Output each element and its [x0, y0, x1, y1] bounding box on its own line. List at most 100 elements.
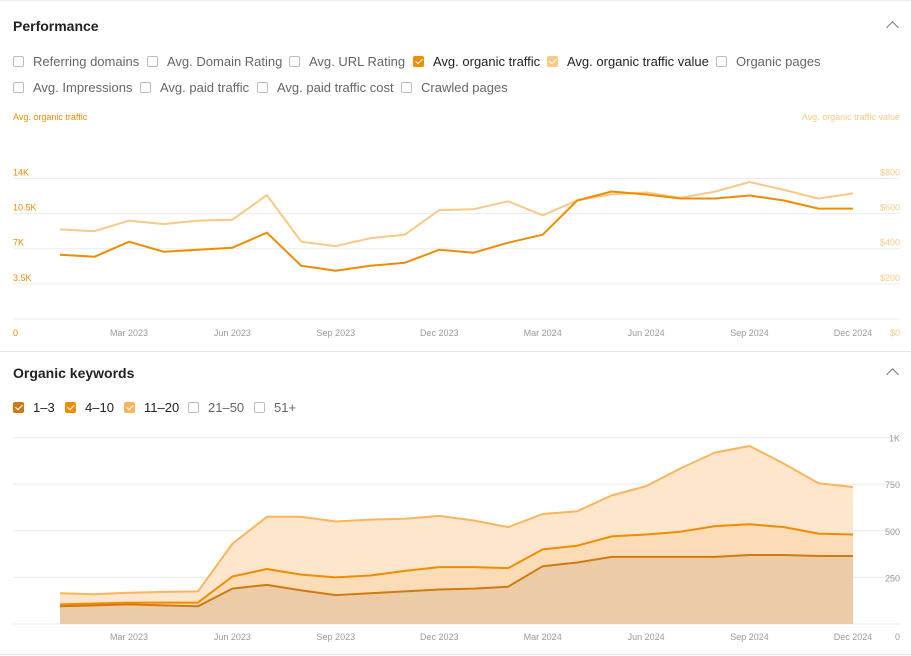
- checkbox-icon[interactable]: [257, 82, 268, 93]
- checkbox-icon[interactable]: [413, 56, 424, 67]
- data-point-avg-organic-traffic: [851, 207, 855, 211]
- data-point-avg-organic-traffic: [161, 250, 165, 254]
- left-tick-label: 0: [13, 328, 18, 338]
- x-tick-label: Jun 2023: [214, 328, 251, 338]
- data-point-avg-organic-traffic-value: [161, 222, 165, 226]
- x-tick-label: Mar 2023: [110, 632, 148, 642]
- checkbox-icon[interactable]: [188, 402, 199, 413]
- data-point-avg-organic-traffic-value: [127, 219, 131, 223]
- data-point-avg-organic-traffic: [92, 255, 96, 259]
- data-point-avg-organic-traffic-value: [506, 199, 510, 203]
- data-point-avg-organic-traffic: [437, 248, 441, 252]
- left-axis-label: Avg. organic traffic: [13, 112, 88, 122]
- series-line-avg-organic-traffic: [59, 190, 853, 272]
- metric-option-avg-organic-traffic[interactable]: Avg. organic traffic: [413, 54, 540, 69]
- position-option-label: 4–10: [85, 400, 114, 415]
- x-tick-label: Mar 2024: [524, 328, 562, 338]
- checkbox-icon[interactable]: [547, 56, 558, 67]
- checkbox-icon[interactable]: [254, 402, 265, 413]
- data-point-avg-organic-traffic: [127, 240, 131, 244]
- data-point-avg-organic-traffic: [679, 197, 683, 201]
- checkbox-icon[interactable]: [124, 402, 135, 413]
- data-point-avg-organic-traffic: [368, 264, 372, 268]
- data-point-avg-organic-traffic: [713, 197, 717, 201]
- x-tick-label: Jun 2024: [628, 328, 665, 338]
- metric-option-label: Avg. Domain Rating: [167, 54, 283, 69]
- metric-option-referring-domains[interactable]: Referring domains: [13, 54, 139, 69]
- data-point-avg-organic-traffic: [782, 199, 786, 203]
- metric-option-label: Referring domains: [33, 54, 140, 69]
- checkbox-icon[interactable]: [716, 56, 727, 67]
- position-option-21-50[interactable]: 21–50: [188, 400, 244, 415]
- left-tick-label: 10.5K: [13, 203, 37, 213]
- right-tick-label: $800: [880, 167, 900, 177]
- position-option-label: 1–3: [33, 400, 55, 415]
- metric-option-label: Organic pages: [736, 54, 821, 69]
- data-point-avg-organic-traffic-value: [92, 229, 96, 233]
- position-option-label: 11–20: [144, 400, 180, 415]
- data-point-avg-organic-traffic: [817, 207, 821, 211]
- x-tick-label: Dec 2023: [420, 328, 459, 338]
- data-point-avg-organic-traffic-value: [851, 191, 855, 195]
- checkbox-icon[interactable]: [13, 56, 24, 67]
- left-tick-label: 14K: [13, 167, 29, 177]
- data-point-avg-organic-traffic-value: [817, 197, 821, 201]
- x-tick-label: Mar 2024: [524, 632, 562, 642]
- data-point-avg-organic-traffic: [541, 233, 545, 237]
- metric-option-avg-domain-rating[interactable]: Avg. Domain Rating: [147, 54, 282, 69]
- metric-option-organic-pages[interactable]: Organic pages: [716, 54, 821, 69]
- metric-option-avg-paid-traffic[interactable]: Avg. paid traffic: [140, 80, 249, 95]
- x-tick-label: Jun 2024: [628, 632, 665, 642]
- data-point-avg-organic-traffic: [644, 193, 648, 197]
- checkbox-icon[interactable]: [13, 402, 24, 413]
- series-line-11-20: [59, 445, 854, 596]
- series-line-1-3: [59, 554, 853, 608]
- checkbox-icon[interactable]: [147, 56, 158, 67]
- organic-keywords-panel: Organic keywords 1–3 4–10 11–20 21–50 51+ 0 2…: [0, 351, 911, 655]
- y-tick-label: 250: [885, 573, 900, 583]
- position-option-label: 21–50: [208, 400, 245, 415]
- metric-option-avg-organic-traffic-value[interactable]: Avg. organic traffic value: [547, 54, 709, 69]
- x-tick-label: Sep 2023: [317, 328, 356, 338]
- left-tick-label: 7K: [13, 238, 24, 248]
- x-tick-label: Dec 2024: [834, 632, 873, 642]
- metric-option-label: Crawled pages: [421, 80, 508, 95]
- left-tick-label: 3.5K: [13, 273, 32, 283]
- data-point-avg-organic-traffic-value: [196, 219, 200, 223]
- position-option-11-20[interactable]: 11–20: [124, 400, 179, 415]
- position-option-1-3[interactable]: 1–3: [13, 400, 55, 415]
- right-tick-label: $600: [880, 203, 900, 213]
- data-point-avg-organic-traffic: [265, 231, 269, 235]
- position-option-4-10[interactable]: 4–10: [65, 400, 114, 415]
- metric-option-crawled-pages[interactable]: Crawled pages: [401, 80, 508, 95]
- metric-option-avg-paid-traffic-cost[interactable]: Avg. paid traffic cost: [257, 80, 394, 95]
- data-point-avg-organic-traffic-value: [299, 240, 303, 244]
- series-line-avg-organic-traffic-value: [59, 181, 854, 248]
- right-tick-label: $0: [890, 328, 900, 338]
- checkbox-icon[interactable]: [65, 402, 76, 413]
- checkbox-icon[interactable]: [13, 82, 24, 93]
- data-point-avg-organic-traffic-value: [748, 180, 752, 184]
- metric-option-label: Avg. paid traffic cost: [277, 80, 394, 95]
- data-point-avg-organic-traffic: [230, 246, 234, 250]
- position-option-51[interactable]: 51+: [254, 400, 296, 415]
- data-point-avg-organic-traffic-value: [265, 193, 269, 197]
- metric-option-avg-url-rating[interactable]: Avg. URL Rating: [289, 54, 405, 69]
- data-point-avg-organic-traffic: [506, 241, 510, 245]
- data-point-avg-organic-traffic: [748, 194, 752, 198]
- performance-title: Performance: [13, 18, 99, 34]
- checkbox-icon[interactable]: [140, 82, 151, 93]
- checkbox-icon[interactable]: [289, 56, 300, 67]
- organic-keywords-title: Organic keywords: [13, 365, 135, 381]
- x-tick-label: Jun 2023: [214, 632, 251, 642]
- x-tick-label: Mar 2023: [110, 328, 148, 338]
- right-axis-label: Avg. organic traffic value: [802, 112, 900, 122]
- data-point-avg-organic-traffic: [299, 264, 303, 268]
- x-tick-label: Dec 2024: [834, 328, 873, 338]
- data-point-avg-organic-traffic-value: [230, 218, 234, 222]
- checkbox-icon[interactable]: [401, 82, 412, 93]
- x-tick-label: Sep 2024: [730, 632, 769, 642]
- metric-option-label: Avg. organic traffic: [433, 54, 541, 69]
- data-point-avg-organic-traffic: [196, 248, 200, 252]
- metric-option-avg-impressions[interactable]: Avg. Impressions: [13, 80, 132, 95]
